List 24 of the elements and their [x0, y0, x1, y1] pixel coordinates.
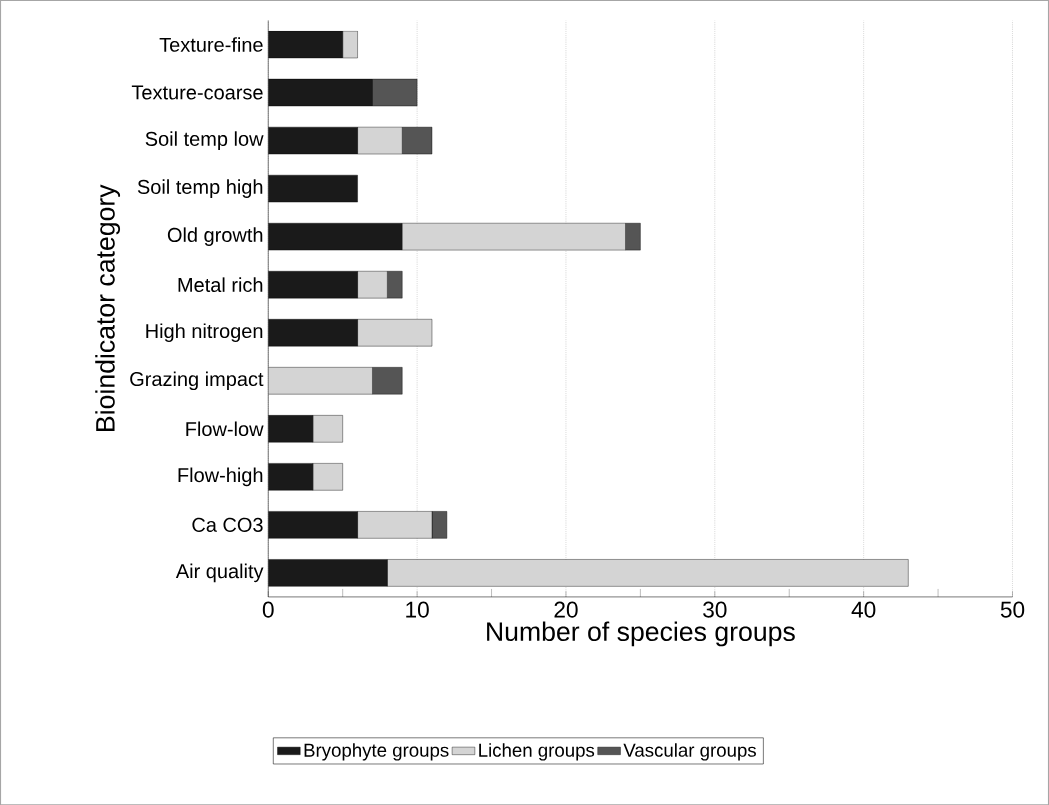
x-tick-label: 30 [703, 601, 727, 618]
x-tick-label: 0 [262, 601, 274, 618]
legend-label: Lichen groups [479, 743, 595, 761]
y-tick-label: Air quality [175, 563, 264, 583]
x-tick-label: 40 [851, 601, 876, 618]
x-tick-label: 50 [1000, 601, 1025, 618]
x-tick-label: 20 [554, 601, 578, 618]
y-axis-title: Bioindicator category [95, 184, 121, 431]
y-tick-label: Soil temp high [137, 179, 263, 198]
legend-label: Vascular groups [623, 743, 756, 761]
bar [268, 174, 358, 203]
y-tick-label: Texture-fine [159, 37, 263, 52]
y-tick-label: Ca CO3 [192, 517, 263, 532]
y-tick-label: Texture-coarse [131, 85, 263, 100]
y-tick-label: Soil temp low [145, 131, 264, 150]
y-tick-label: Metal rich [178, 277, 263, 292]
y-tick-label: Grazing impact [130, 371, 264, 390]
x-axis-title: Number of species groups [487, 621, 795, 647]
y-tick-label: High nitrogen [146, 323, 263, 342]
legend-label: Bryophyte groups [304, 743, 449, 761]
y-tick-label: Flow-high [178, 467, 263, 487]
y-tick-label: Old growth [167, 227, 263, 246]
y-tick-label: Flow-low [186, 421, 264, 437]
x-tick-label: 10 [406, 601, 429, 618]
